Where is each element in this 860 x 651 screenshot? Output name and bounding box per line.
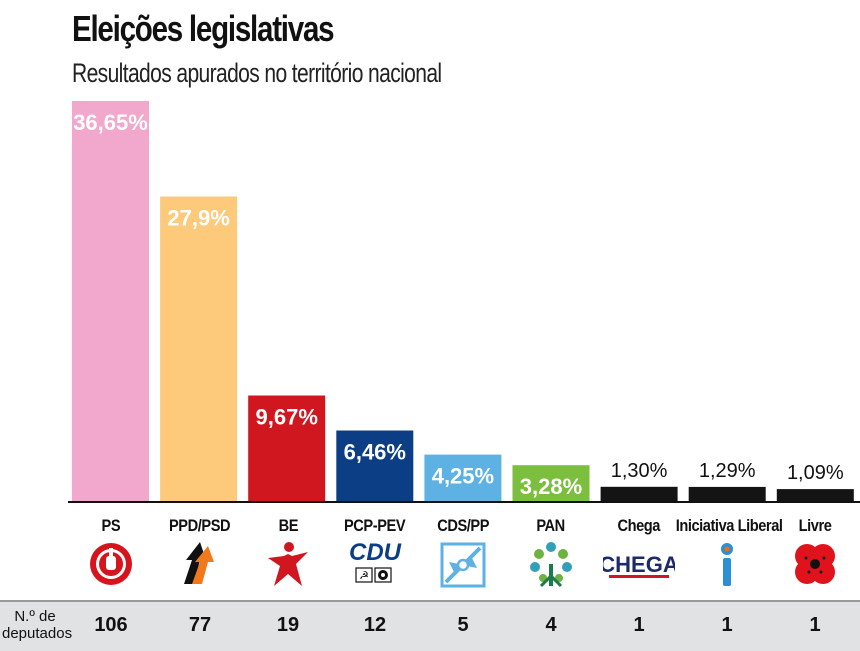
bar-value-label-livre: 1,09% [787, 462, 844, 484]
party-name-be: BE [278, 516, 298, 535]
seats-label-line1: N.º de [14, 608, 56, 625]
chega-logo-text: CHEGA [603, 552, 675, 577]
bar-value-label-ppd-psd: 27,9% [167, 206, 229, 231]
bar-value-label-pcp-pev: 6,46% [344, 440, 406, 465]
bar-chega [600, 486, 678, 501]
seat-count-pcp-pev: 12 [363, 614, 387, 636]
bar-value-label-pan: 3,28% [520, 474, 582, 499]
cds-pp-logo-icon [440, 542, 486, 588]
psd-arrows-icon [184, 542, 214, 584]
cdu-logo-text: CDU [349, 539, 402, 566]
bar-value-label-iniciativa-liberal: 1,29% [699, 460, 756, 482]
bar-iniciativa-liberal [688, 486, 766, 501]
seat-count-be: 19 [276, 614, 300, 636]
bar-ppd-psd [160, 196, 238, 501]
seats-row-label: N.º de deputados [2, 608, 73, 642]
be-star-icon [268, 542, 308, 586]
party-name-livre: Livre [798, 516, 832, 535]
chart-title: Eleições legislativas [72, 8, 335, 49]
seat-count-ppd-psd: 77 [188, 614, 212, 636]
party-name-ps: PS [101, 516, 121, 535]
chart-subtitle: Resultados apurados no território nacion… [72, 58, 442, 88]
party-name-pcp-pev: PCP-PEV [344, 516, 406, 535]
chega-logo-icon: CHEGA [603, 552, 675, 578]
bar-value-label-be: 9,67% [256, 405, 318, 430]
seats-band: N.º de deputados 106 77 19 12 5 4 1 1 1 [0, 600, 860, 651]
seats-label-line2: deputados [2, 625, 73, 642]
party-name-cds-pp: CDS/PP [437, 516, 489, 535]
party-name-pan: PAN [536, 516, 566, 535]
seat-count-ps: 106 [94, 614, 128, 636]
cdu-logo-icon: CDU ☭ [349, 539, 402, 583]
livre-poppy-icon [795, 544, 835, 584]
bar-chart: 36,65% 27,9% 9,67% 6,46% 4,25% 3,28% 1,30% 1,29… [68, 101, 860, 503]
ps-logo-icon [90, 543, 132, 585]
party-name-iniciativa-liberal: Iniciativa Liberal [675, 516, 783, 535]
bar-cds-pp [424, 454, 502, 501]
bar-value-label-chega: 1,30% [611, 460, 668, 482]
seat-count-chega: 1 [633, 614, 645, 636]
bar-ps [72, 101, 149, 501]
seat-count-pan: 4 [545, 614, 557, 636]
seat-count-cds-pp: 5 [457, 614, 469, 636]
party-name-chega: Chega [617, 516, 661, 535]
svg-text:☭: ☭ [359, 570, 369, 582]
bar-pcp-pev [336, 430, 414, 501]
bar-pan [512, 465, 590, 501]
seat-count-livre: 1 [809, 614, 821, 636]
bar-value-label-ps: 36,65% [73, 110, 148, 135]
bar-be [248, 395, 326, 501]
bar-livre [776, 489, 854, 501]
seat-count-iniciativa-liberal: 1 [721, 614, 733, 636]
party-name-ppd-psd: PPD/PSD [169, 516, 231, 535]
bar-value-label-cds-pp: 4,25% [432, 464, 494, 489]
iniciativa-liberal-logo-icon [721, 543, 733, 586]
pan-tree-icon [530, 542, 572, 588]
